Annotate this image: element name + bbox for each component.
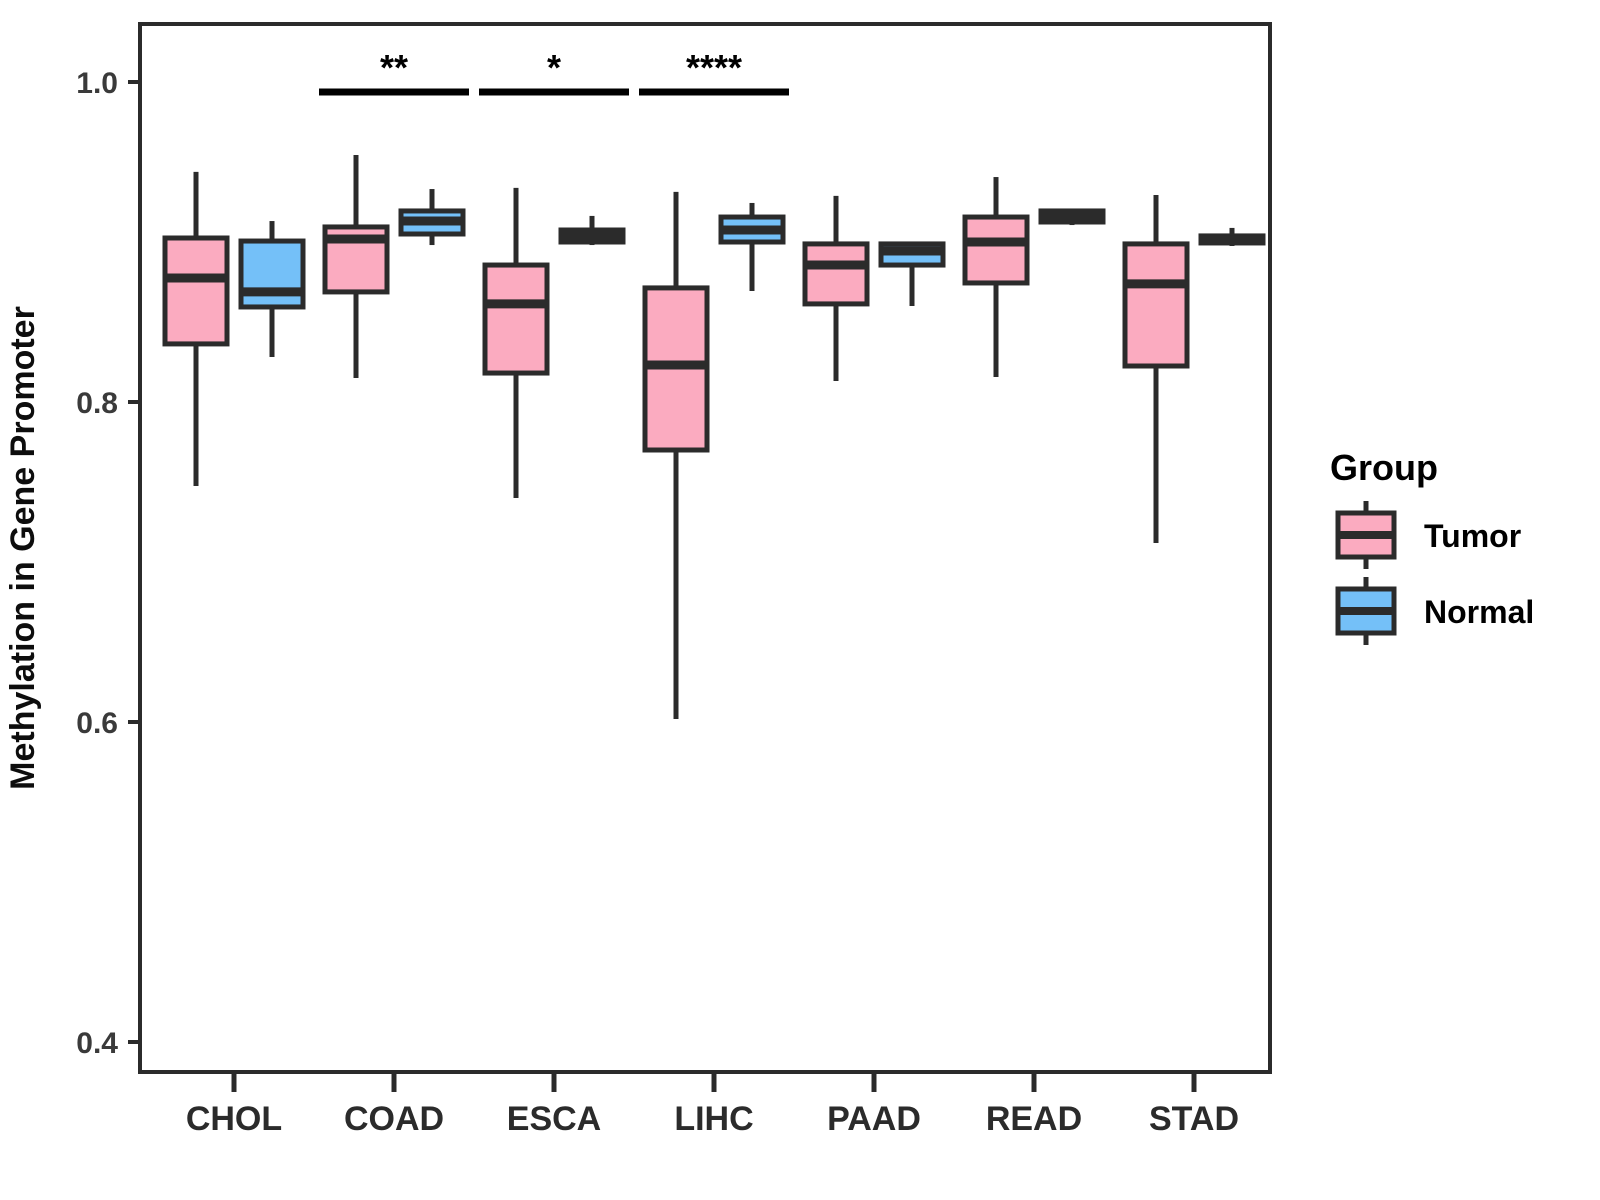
box-rect	[162, 235, 230, 347]
box-rect	[482, 262, 550, 376]
box-esca-normal	[558, 215, 626, 246]
significance-label-lihc: ****	[686, 47, 742, 88]
box-rect	[238, 238, 306, 310]
box-read-tumor	[962, 177, 1030, 378]
box-coad-normal	[398, 189, 466, 246]
box-read-normal	[1038, 208, 1106, 226]
box-chol-tumor	[162, 171, 230, 486]
box-lihc-normal	[718, 202, 786, 291]
box-rect	[802, 241, 870, 307]
x-tick-label-lihc: LIHC	[674, 1100, 753, 1138]
significance-label-coad: **	[380, 47, 408, 88]
box-rect	[1122, 241, 1190, 369]
legend-label-tumor: Tumor	[1424, 518, 1521, 554]
box-coad-tumor	[322, 154, 390, 378]
box-paad-normal	[878, 241, 946, 306]
legend-item-tumor[interactable]: Tumor	[1335, 501, 1521, 569]
x-axis: CHOL COAD ESCA LIHC PAAD READ STAD	[186, 1074, 1239, 1138]
y-tick-label: 0.6	[76, 707, 118, 740]
box-stad-normal	[1198, 227, 1266, 246]
x-tick-label-stad: STAD	[1149, 1100, 1239, 1138]
x-tick-label-coad: COAD	[344, 1100, 444, 1138]
box-stad-tumor	[1122, 194, 1190, 543]
plot-panel	[138, 22, 1272, 1074]
legend-title: Group	[1330, 447, 1438, 488]
significance-label-esca: *	[547, 47, 561, 88]
x-tick-label-chol: CHOL	[186, 1100, 282, 1138]
legend-item-normal[interactable]: Normal	[1335, 577, 1534, 645]
box-chol-normal	[238, 221, 306, 358]
box-rect	[962, 214, 1030, 286]
box-esca-tumor	[482, 187, 550, 498]
significance-annotations: ** * ****	[319, 47, 789, 96]
x-tick-label-paad: PAAD	[827, 1100, 921, 1138]
box-paad-tumor	[802, 195, 870, 382]
box-series	[162, 154, 1266, 719]
legend: Group Tumor Normal	[1330, 447, 1534, 645]
legend-label-normal: Normal	[1424, 594, 1534, 630]
y-tick-label: 0.8	[76, 387, 118, 420]
y-tick-label: 0.4	[76, 1027, 118, 1060]
y-axis: 0.4 0.6 0.8 1.0	[76, 67, 140, 1060]
x-tick-label-read: READ	[986, 1100, 1082, 1138]
y-axis-title: Methylation in Gene Promoter	[4, 306, 42, 790]
x-tick-label-esca: ESCA	[507, 1100, 601, 1138]
box-lihc-tumor	[642, 191, 710, 719]
y-tick-label: 1.0	[76, 67, 118, 100]
